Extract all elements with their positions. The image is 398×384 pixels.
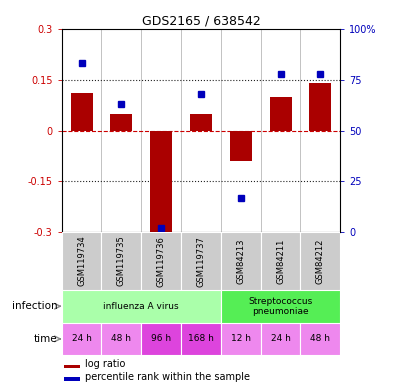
Text: GSM84213: GSM84213 bbox=[236, 238, 245, 284]
Bar bbox=[71, 93, 92, 131]
Bar bbox=[221, 323, 261, 355]
Bar bbox=[141, 232, 181, 290]
Bar bbox=[111, 114, 132, 131]
Bar bbox=[300, 232, 340, 290]
Bar bbox=[221, 232, 261, 290]
Text: GSM119734: GSM119734 bbox=[77, 236, 86, 286]
Bar bbox=[181, 323, 221, 355]
Text: 96 h: 96 h bbox=[151, 334, 171, 343]
Bar bbox=[64, 364, 80, 368]
Bar bbox=[64, 377, 80, 381]
Text: GSM119736: GSM119736 bbox=[157, 236, 166, 286]
Title: GDS2165 / 638542: GDS2165 / 638542 bbox=[142, 15, 260, 28]
Text: log ratio: log ratio bbox=[86, 359, 126, 369]
Text: GSM119735: GSM119735 bbox=[117, 236, 126, 286]
Text: 24 h: 24 h bbox=[72, 334, 92, 343]
Text: Streptococcus
pneumoniae: Streptococcus pneumoniae bbox=[248, 296, 313, 316]
Text: infection: infection bbox=[12, 301, 58, 311]
Text: 12 h: 12 h bbox=[231, 334, 251, 343]
Bar bbox=[310, 83, 332, 131]
Text: percentile rank within the sample: percentile rank within the sample bbox=[86, 372, 250, 382]
Text: 48 h: 48 h bbox=[111, 334, 131, 343]
Bar bbox=[62, 323, 101, 355]
Bar bbox=[300, 323, 340, 355]
Bar bbox=[62, 232, 101, 290]
Bar bbox=[270, 97, 291, 131]
Text: GSM84212: GSM84212 bbox=[316, 238, 325, 284]
Bar bbox=[221, 290, 340, 323]
Bar bbox=[230, 131, 252, 161]
Bar bbox=[62, 290, 221, 323]
Bar bbox=[141, 323, 181, 355]
Text: 24 h: 24 h bbox=[271, 334, 291, 343]
Text: GSM84211: GSM84211 bbox=[276, 238, 285, 284]
Bar bbox=[150, 131, 172, 232]
Bar bbox=[101, 232, 141, 290]
Bar bbox=[261, 232, 300, 290]
Bar bbox=[190, 114, 212, 131]
Text: 48 h: 48 h bbox=[310, 334, 330, 343]
Bar bbox=[101, 323, 141, 355]
Bar bbox=[181, 232, 221, 290]
Text: 168 h: 168 h bbox=[188, 334, 214, 343]
Text: influenza A virus: influenza A virus bbox=[103, 302, 179, 311]
Text: GSM119737: GSM119737 bbox=[197, 236, 205, 286]
Bar bbox=[261, 323, 300, 355]
Text: time: time bbox=[34, 334, 58, 344]
